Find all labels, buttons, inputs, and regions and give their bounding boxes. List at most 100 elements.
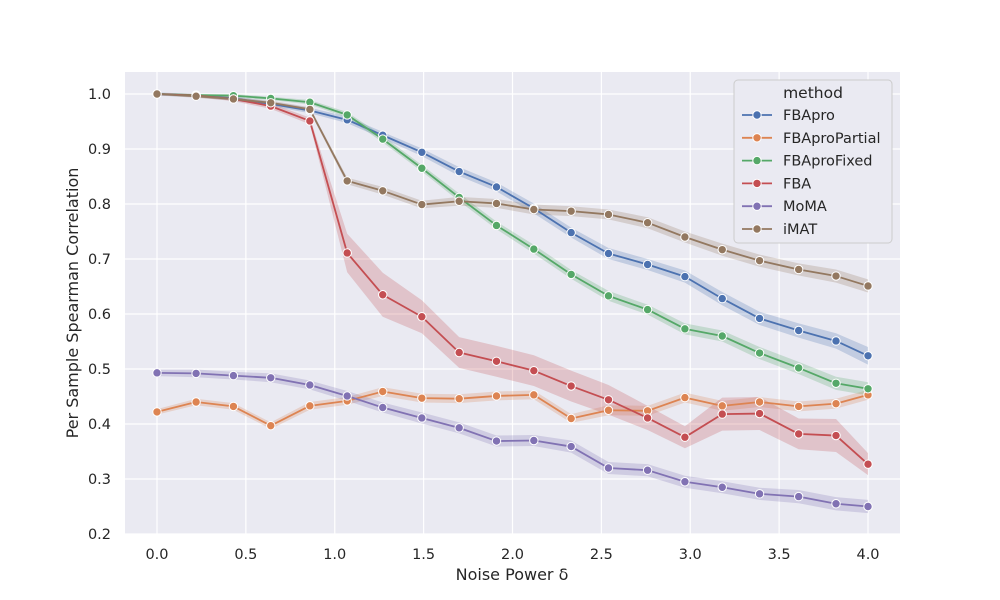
legend-label: FBApro — [783, 108, 835, 124]
point-fba — [793, 429, 804, 439]
point-fbaprofixed — [417, 163, 427, 173]
point-moma — [417, 413, 427, 423]
point-imat — [831, 271, 841, 281]
point-moma — [566, 441, 576, 452]
point-moma — [754, 489, 765, 499]
point-moma — [378, 402, 388, 413]
point-imat — [491, 198, 502, 209]
point-fbapropartial — [417, 393, 427, 403]
point-imat — [793, 264, 804, 275]
point-fbaprofixed — [342, 110, 352, 120]
point-fbaprofixed — [642, 304, 653, 315]
point-moma — [152, 368, 162, 378]
point-moma — [228, 370, 239, 381]
y-tick-label: 0.7 — [88, 252, 111, 268]
point-moma — [642, 465, 653, 475]
point-fba — [831, 430, 841, 441]
legend-label: MoMA — [783, 199, 827, 215]
point-moma — [266, 373, 276, 383]
x-axis-ticks: 0.0 0.5 1.0 1.5 2.0 2.5 3.0 3.5 4.0 — [145, 547, 879, 563]
line-fbapro — [156, 93, 869, 357]
point-moma — [863, 501, 873, 512]
y-axis-label: Per Sample Spearman Correlation — [63, 168, 82, 439]
point-fbapropartial — [152, 407, 162, 417]
point-fba — [863, 459, 873, 469]
point-moma — [831, 499, 841, 509]
point-moma — [603, 463, 614, 473]
point-moma — [717, 482, 727, 492]
point-imat — [566, 206, 576, 216]
point-fbapro — [454, 166, 464, 177]
y-axis-ticks: 0.2 0.3 0.4 0.5 0.6 0.7 0.8 0.9 1.0 — [88, 87, 111, 543]
point-imat — [680, 232, 690, 242]
point-fba — [454, 347, 464, 358]
legend-item-fbapropartial: FBAproPartial — [742, 131, 881, 147]
y-tick-label: 0.9 — [88, 142, 111, 158]
line-imat — [156, 93, 869, 287]
point-imat — [417, 199, 427, 210]
point-moma — [680, 477, 690, 487]
point-fbapro — [717, 293, 727, 304]
legend-item-fbaprofixed: FBAproFixed — [742, 154, 873, 170]
point-fba — [717, 409, 727, 419]
point-imat — [152, 89, 162, 99]
point-fbapropartial — [717, 401, 727, 411]
point-fbaprofixed — [754, 348, 765, 358]
point-fbapropartial — [831, 398, 841, 409]
legend-item-fba: FBA — [742, 176, 811, 192]
series-markers — [152, 89, 873, 512]
line-moma — [156, 371, 869, 508]
point-fbaprofixed — [717, 331, 727, 341]
point-imat — [603, 209, 614, 220]
point-imat — [642, 218, 653, 228]
x-tick-label: 1.5 — [412, 547, 435, 563]
point-moma — [191, 368, 201, 379]
y-tick-label: 1.0 — [88, 87, 111, 103]
point-fba — [491, 356, 502, 366]
point-moma — [454, 423, 464, 433]
x-tick-label: 4.0 — [856, 547, 879, 563]
legend: method FBAproFBAproPartialFBAproFixedFBA… — [733, 79, 893, 244]
point-imat — [228, 94, 239, 104]
point-fbapropartial — [566, 413, 576, 424]
point-imat — [305, 104, 315, 115]
line-fba — [156, 93, 869, 465]
point-imat — [454, 196, 464, 206]
point-fbapro — [680, 271, 690, 282]
legend-item-moma: MoMA — [742, 199, 827, 215]
point-fbapropartial — [529, 390, 539, 400]
point-fba — [417, 312, 427, 322]
legend-box — [733, 79, 893, 244]
y-tick-label: 0.6 — [88, 307, 111, 323]
x-tick-label: 1.0 — [323, 547, 346, 563]
point-fbapro — [754, 313, 765, 324]
point-fbapro — [831, 336, 841, 346]
point-fba — [529, 365, 539, 376]
point-fbapro — [566, 227, 576, 238]
point-fbapropartial — [754, 397, 765, 407]
point-fbapropartial — [228, 401, 239, 412]
x-axis-label: Noise Power δ — [456, 565, 569, 584]
point-fbapro — [642, 259, 653, 270]
y-tick-label: 0.2 — [88, 527, 111, 543]
x-tick-label: 3.0 — [679, 547, 702, 563]
legend-marker — [752, 178, 762, 189]
point-fba — [305, 116, 315, 126]
point-fba — [642, 413, 653, 423]
point-fbaprofixed — [529, 244, 539, 254]
legend-label: FBAproFixed — [783, 154, 873, 170]
point-fba — [378, 290, 388, 300]
point-imat — [378, 186, 388, 196]
legend-marker — [752, 110, 762, 120]
legend-marker — [752, 201, 762, 211]
y-tick-label: 0.5 — [88, 362, 111, 378]
point-fbaprofixed — [831, 378, 841, 388]
point-fbapro — [603, 248, 614, 259]
point-fba — [342, 248, 352, 258]
y-tick-label: 0.3 — [88, 472, 111, 488]
legend-label: iMAT — [783, 222, 817, 238]
point-imat — [529, 204, 539, 215]
x-tick-label: 0.5 — [234, 547, 257, 563]
x-tick-label: 2.0 — [501, 547, 524, 563]
